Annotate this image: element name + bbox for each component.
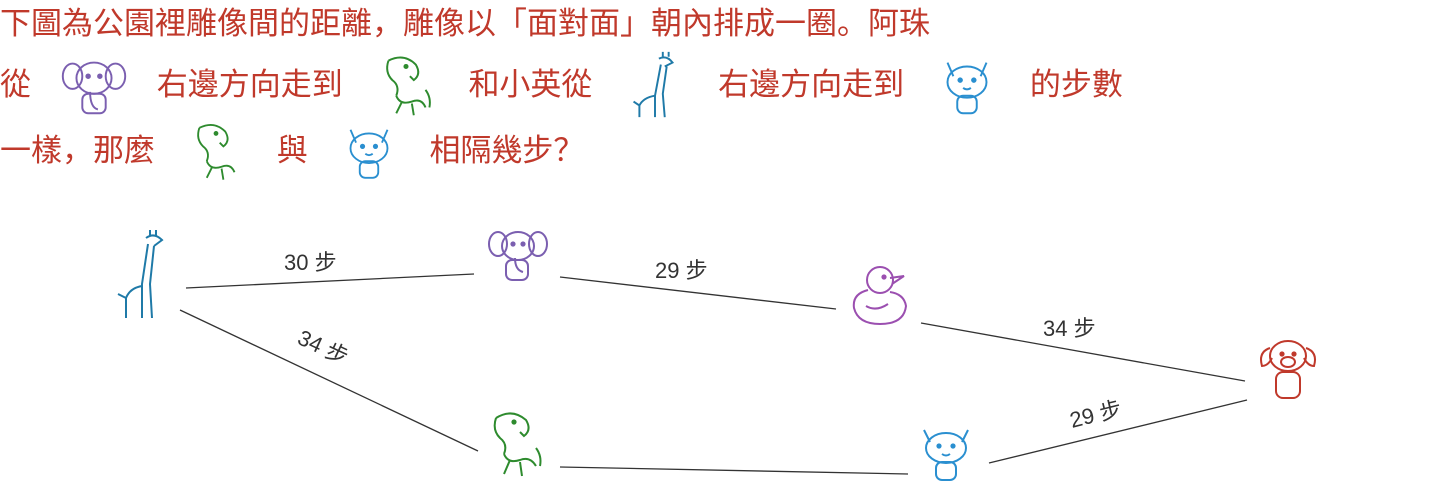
edge-giraffe-horse bbox=[179, 309, 479, 452]
question-text-2a: 從 bbox=[0, 67, 31, 103]
horse-icon bbox=[493, 412, 542, 477]
question-text-1: 下圖為公園裡雕像間的距離，雕像以「面對面」朝內排成一圈。阿珠 bbox=[0, 5, 930, 42]
dog-icon bbox=[1260, 340, 1316, 399]
horse-icon bbox=[197, 124, 236, 180]
duck-icon bbox=[852, 266, 908, 326]
edge-elephant-duck bbox=[559, 276, 837, 310]
edge-label-elephant-duck: 29 步 bbox=[655, 258, 708, 283]
question-line-3: 一樣，那麼 與 相隔幾步？ bbox=[0, 118, 584, 184]
edge-dog-cat bbox=[988, 399, 1248, 464]
horse-icon bbox=[385, 56, 431, 116]
question-line-1: 下圖為公園裡雕像間的距離，雕像以「面對面」朝內排成一圈。阿珠 bbox=[0, 2, 930, 44]
question-text-2b: 右邊方向走到 bbox=[156, 67, 343, 103]
giraffe-icon bbox=[633, 51, 675, 118]
edge-label-duck-dog: 34 步 bbox=[1043, 316, 1096, 341]
edge-label-dog-cat: 29 步 bbox=[1067, 396, 1124, 433]
question-text-3a: 一樣，那麼 bbox=[0, 133, 155, 169]
edge-giraffe-elephant bbox=[185, 273, 475, 289]
cat-icon bbox=[349, 129, 389, 179]
question-line-2: 從 右邊方向走到 和小英從 右邊方向走到 bbox=[0, 50, 1123, 120]
giraffe-icon bbox=[117, 230, 164, 319]
cat-icon bbox=[946, 62, 988, 115]
edge-duck-dog bbox=[920, 322, 1246, 382]
edge-label-giraffe-horse: 34 步 bbox=[294, 325, 352, 370]
edge-label-giraffe-elephant: 30 步 bbox=[284, 250, 337, 275]
edge-horse-cat bbox=[559, 466, 909, 475]
question-text-2d: 右邊方向走到 bbox=[718, 67, 905, 103]
cat-icon bbox=[923, 429, 969, 481]
elephant-icon bbox=[61, 61, 127, 115]
elephant-icon bbox=[488, 231, 548, 281]
question-text-3c: 相隔幾步？ bbox=[429, 133, 585, 169]
question-text-2e: 的步數 bbox=[1029, 67, 1123, 103]
question-text-2c: 和小英從 bbox=[468, 67, 593, 103]
question-text-3b: 與 bbox=[276, 133, 308, 169]
